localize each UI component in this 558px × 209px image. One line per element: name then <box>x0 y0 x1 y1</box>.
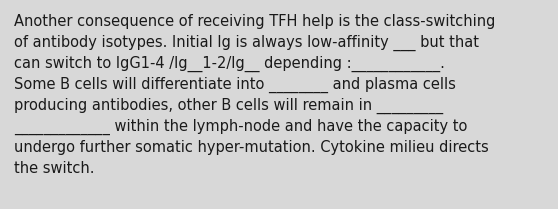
Text: the switch.: the switch. <box>14 161 94 176</box>
Text: _____________ within the lymph-node and have the capacity to: _____________ within the lymph-node and … <box>14 119 468 135</box>
Text: can switch to IgG1-4 /Ig__1-2/Ig__ depending :____________.: can switch to IgG1-4 /Ig__1-2/Ig__ depen… <box>14 56 445 72</box>
Text: producing antibodies, other B cells will remain in _________: producing antibodies, other B cells will… <box>14 98 443 114</box>
Text: Some B cells will differentiate into ________ and plasma cells: Some B cells will differentiate into ___… <box>14 77 456 93</box>
Text: of antibody isotypes. Initial Ig is always low-affinity ___ but that: of antibody isotypes. Initial Ig is alwa… <box>14 35 479 51</box>
Text: undergo further somatic hyper-mutation. Cytokine milieu directs: undergo further somatic hyper-mutation. … <box>14 140 489 155</box>
Text: Another consequence of receiving TFH help is the class-switching: Another consequence of receiving TFH hel… <box>14 14 496 29</box>
